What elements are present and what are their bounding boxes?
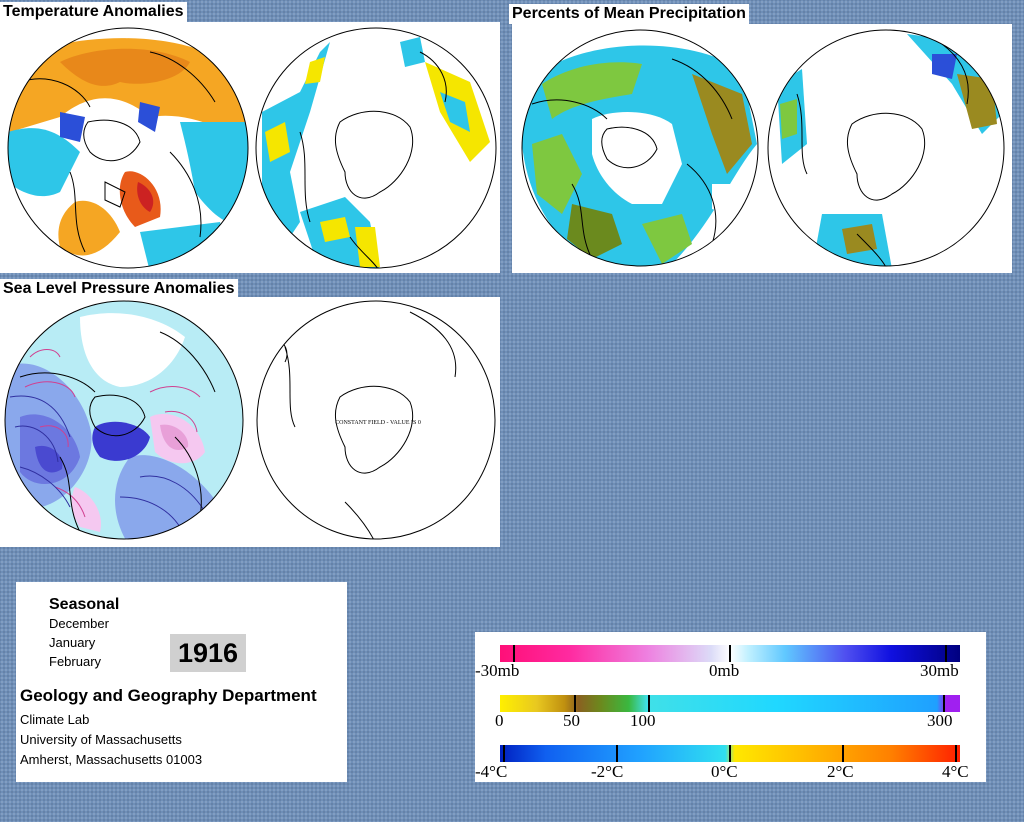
- season-label: Seasonal: [49, 596, 120, 613]
- month-2: January: [49, 635, 96, 650]
- department-name: Geology and Geography Department: [20, 686, 317, 705]
- precipitation-label-100: 100: [630, 711, 656, 730]
- pressure-anomalies-title: Sea Level Pressure Anomalies: [0, 279, 238, 299]
- precipitation-percent-title: Percents of Mean Precipitation: [509, 4, 749, 24]
- temperature-anomalies-title: Temperature Anomalies: [0, 2, 187, 22]
- pressure-maps-svg: CONSTANT FIELD - VALUE IS 0: [4, 300, 496, 540]
- address-line-3: Amherst, Massachusetts 01003: [20, 752, 203, 767]
- temperature-maps-svg: [7, 27, 497, 269]
- temperature-label-minus-2: -2°C: [591, 762, 624, 781]
- pressure-label-max: 30mb: [920, 661, 959, 680]
- precipitation-label-300: 300: [927, 711, 953, 730]
- precipitation-south-hemisphere: [768, 30, 1004, 266]
- temperature-south-hemisphere: [256, 28, 496, 268]
- temperature-map-panel: [0, 22, 500, 273]
- precipitation-color-bar: [500, 695, 960, 712]
- address-line-2: University of Massachusetts: [20, 732, 182, 747]
- month-3: February: [49, 654, 102, 669]
- constant-field-note: CONSTANT FIELD - VALUE IS 0: [335, 420, 421, 426]
- pressure-south-hemisphere: [257, 301, 495, 539]
- pressure-color-bar: [500, 645, 960, 662]
- precipitation-north-hemisphere: [522, 30, 758, 266]
- pressure-label-zero: 0mb: [709, 661, 740, 680]
- temperature-color-bar: [500, 745, 960, 762]
- month-1: December: [49, 616, 109, 631]
- pressure-label-min: -30mb: [475, 661, 520, 680]
- temperature-label-4: 4°C: [942, 762, 969, 781]
- temperature-north-hemisphere: [8, 28, 248, 268]
- temperature-label-2: 2°C: [827, 762, 854, 781]
- info-box: Seasonal December January February 1916 …: [16, 582, 347, 782]
- precipitation-maps-svg: [521, 29, 1005, 267]
- pressure-map-panel: CONSTANT FIELD - VALUE IS 0: [0, 297, 500, 547]
- temperature-label-minus-4: -4°C: [475, 762, 508, 781]
- precipitation-label-0: 0: [495, 711, 504, 730]
- pressure-north-hemisphere: [5, 301, 243, 539]
- color-legend: -30mb 0mb 30mb 0 50 100 300 -4°C -2°C 0°…: [475, 632, 986, 782]
- year-badge: 1916: [170, 634, 246, 672]
- precipitation-label-50: 50: [563, 711, 580, 730]
- address-line-1: Climate Lab: [20, 712, 90, 727]
- precipitation-map-panel: [512, 24, 1012, 273]
- temperature-label-0: 0°C: [711, 762, 738, 781]
